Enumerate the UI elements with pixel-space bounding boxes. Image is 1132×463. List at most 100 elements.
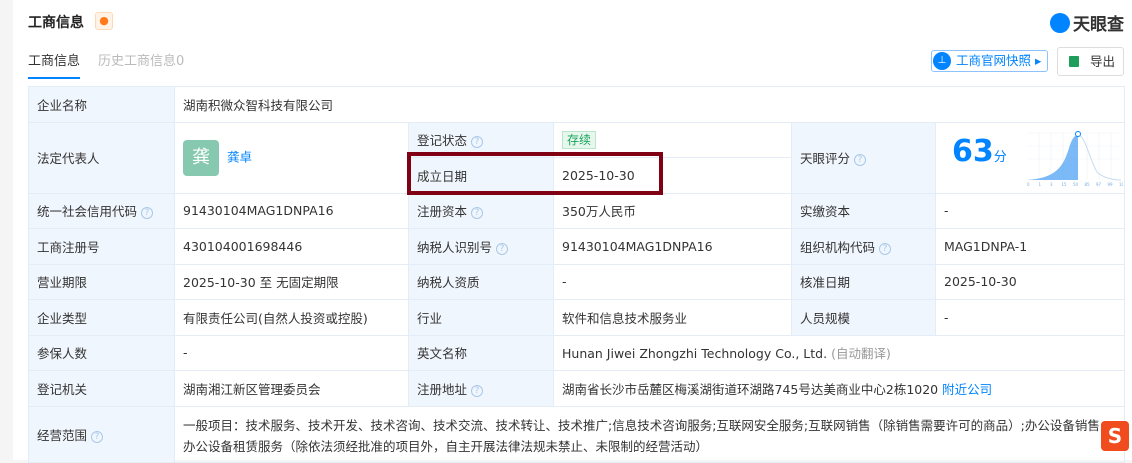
score-tick-label: 100 (1119, 182, 1123, 187)
status-badge: 存续 (562, 130, 597, 149)
score-tick-label: 0 (1027, 182, 1030, 187)
label-text: 登记状态 (417, 133, 468, 149)
label: 企业名称 (28, 86, 175, 123)
label: 人员规模 (791, 299, 936, 336)
label: 组织机构代码? (791, 228, 936, 265)
label-text: 注册地址 (417, 381, 468, 397)
help-icon[interactable]: ? (879, 242, 892, 255)
label: 企业类型 (28, 299, 175, 336)
label: 行业 (408, 299, 554, 336)
label: 天眼评分? (791, 121, 936, 194)
label: 登记状态? (408, 121, 554, 158)
value: 430104001698446 (174, 228, 409, 265)
value: 湖南湘江新区管理委员会 (174, 370, 409, 407)
label-text: 注册资本 (417, 204, 468, 220)
stamp-icon: ⊥ (933, 52, 951, 70)
label: 实缴资本 (791, 192, 936, 229)
english-name-cell: Hunan Jiwei Zhongzhi Technology Co., Ltd… (552, 334, 1126, 371)
score-tick-label: 50 (1073, 182, 1079, 187)
label: 登记机关 (28, 370, 175, 407)
score-tick-label: 99 (1107, 182, 1113, 187)
address: 湖南省长沙市岳麓区梅溪湖街道环湖路745号达美商业中心2栋1020 (562, 381, 939, 397)
label: 法定代表人 (28, 121, 175, 194)
value: 91430104MAG1DNPA16 (553, 228, 792, 265)
help-icon[interactable]: ? (471, 207, 484, 220)
label-text: 经营范围 (37, 427, 88, 443)
label: 工商注册号 (28, 228, 175, 265)
label: 英文名称 (408, 334, 554, 371)
table-row: 登记机关 湖南湘江新区管理委员会 注册地址? 湖南省长沙市岳麓区梅溪湖街道环湖路745… (28, 370, 1126, 407)
score-distribution-chart: 0 1 3 15 50 85 97 99 100 (1026, 130, 1124, 187)
logo-text: 天眼查 (1073, 15, 1124, 35)
value: 有限责任公司(自然人投资或控股) (174, 299, 409, 336)
label: 营业期限 (28, 263, 175, 300)
bell-icon[interactable]: ● (95, 12, 113, 30)
score-value: 63分 (952, 134, 1007, 169)
help-icon[interactable]: ? (91, 430, 104, 443)
table-row: 统一社会信用代码? 91430104MAG1DNPA16 注册资本? 350万人民币实… (28, 192, 1126, 229)
excel-icon (1069, 56, 1079, 67)
value: - (934, 299, 1126, 336)
value: - (553, 263, 792, 300)
score-tick-label: 97 (1096, 182, 1102, 187)
nearby-companies-link[interactable]: 附近公司 (942, 381, 993, 397)
help-icon[interactable]: ? (854, 154, 867, 166)
label: 注册资本? (408, 192, 554, 229)
export-button[interactable]: 导出 (1057, 47, 1124, 76)
tianyancha-logo: 天眼查 (1050, 10, 1124, 35)
business-info-table: 企业名称 湖南积微众智科技有限公司 法定代表人 龚龚卓 登记状态? 存续 天眼评分… (28, 86, 1126, 463)
legal-rep-cell: 龚龚卓 (174, 121, 409, 194)
label: 核准日期 (791, 263, 936, 300)
table-row: 企业名称 湖南积微众智科技有限公司 (28, 86, 1126, 123)
score-tick-label: 85 (1084, 182, 1090, 187)
label-text: 组织机构代码 (800, 239, 876, 255)
auto-translate-note: (自动翻译) (831, 346, 891, 362)
business-scope: 一般项目：技术服务、技术开发、技术咨询、技术交流、技术转让、技术推广;信息技术咨… (173, 405, 1126, 463)
snapshot-label: 工商官网快照 (956, 53, 1032, 68)
tab-history[interactable]: 历史工商信息0 (98, 54, 185, 69)
table-row: 工商注册号 430104001698446 纳税人识别号? 91430104MAG1D… (28, 228, 1126, 265)
snapshot-button[interactable]: ⊥ 工商官网快照 ▸ (931, 50, 1049, 72)
score-unit: 分 (993, 150, 1007, 165)
reg-status-cell: 存续 (553, 121, 792, 158)
label: 纳税人资质 (408, 263, 554, 300)
table-row: 营业期限 2025-10-30 至 无固定期限 纳税人资质 - 核准日期 2025-10-… (28, 263, 1126, 300)
value: 2025-10-30 至 无固定期限 (174, 263, 409, 300)
score-tick-label: 1 (1038, 182, 1041, 187)
label: 统一社会信用代码? (28, 192, 175, 229)
export-label: 导出 (1090, 54, 1116, 69)
label-text: 纳税人识别号 (417, 239, 493, 255)
score-tick-label: 3 (1050, 182, 1053, 187)
label-text: 天眼评分 (800, 151, 851, 166)
label: 经营范围? (28, 405, 175, 463)
score-cell: 63分 0 1 3 15 50 85 97 99 100 (934, 121, 1126, 194)
table-row: 法定代表人 龚龚卓 登记状态? 存续 天眼评分? 63分 0 1 3 15 50 85 97… (28, 121, 1126, 194)
avatar: 龚 (183, 139, 219, 176)
tab-business-info[interactable]: 工商信息 (28, 50, 81, 79)
table-row: 经营范围? 一般项目：技术服务、技术开发、技术咨询、技术交流、技术转让、技术推广;… (28, 405, 1126, 463)
score-tick-label: 15 (1061, 182, 1067, 187)
table-row: 参保人数 - 英文名称 Hunan Jiwei Zhongzhi Technology… (28, 334, 1126, 371)
value: - (934, 192, 1126, 229)
label: 注册地址? (408, 370, 554, 407)
label: 成立日期 (408, 157, 554, 194)
address-cell: 湖南省长沙市岳麓区梅溪湖街道环湖路745号达美商业中心2栋1020 附近公司 (552, 370, 1126, 407)
english-name: Hunan Jiwei Zhongzhi Technology Co., Ltd… (562, 346, 828, 362)
found-date: 2025-10-30 (553, 157, 792, 194)
help-icon[interactable]: ? (471, 136, 484, 149)
value: - (174, 334, 409, 371)
legal-rep-link[interactable]: 龚卓 (227, 149, 253, 164)
label: 纳税人识别号? (408, 228, 554, 265)
value: 2025-10-30 (934, 263, 1126, 300)
label: 参保人数 (28, 334, 175, 371)
help-icon[interactable]: ? (141, 207, 154, 220)
help-icon[interactable]: ? (471, 384, 484, 397)
section-title: 工商信息 (28, 15, 84, 31)
sogou-ime-icon[interactable]: S (1101, 421, 1129, 451)
help-icon[interactable]: ? (496, 242, 509, 255)
label-text: 统一社会信用代码 (37, 204, 138, 220)
logo-mark-icon (1050, 12, 1070, 33)
value: 91430104MAG1DNPA16 (174, 192, 409, 229)
value: MAG1DNPA-1 (934, 228, 1126, 265)
value: 软件和信息技术服务业 (553, 299, 792, 336)
